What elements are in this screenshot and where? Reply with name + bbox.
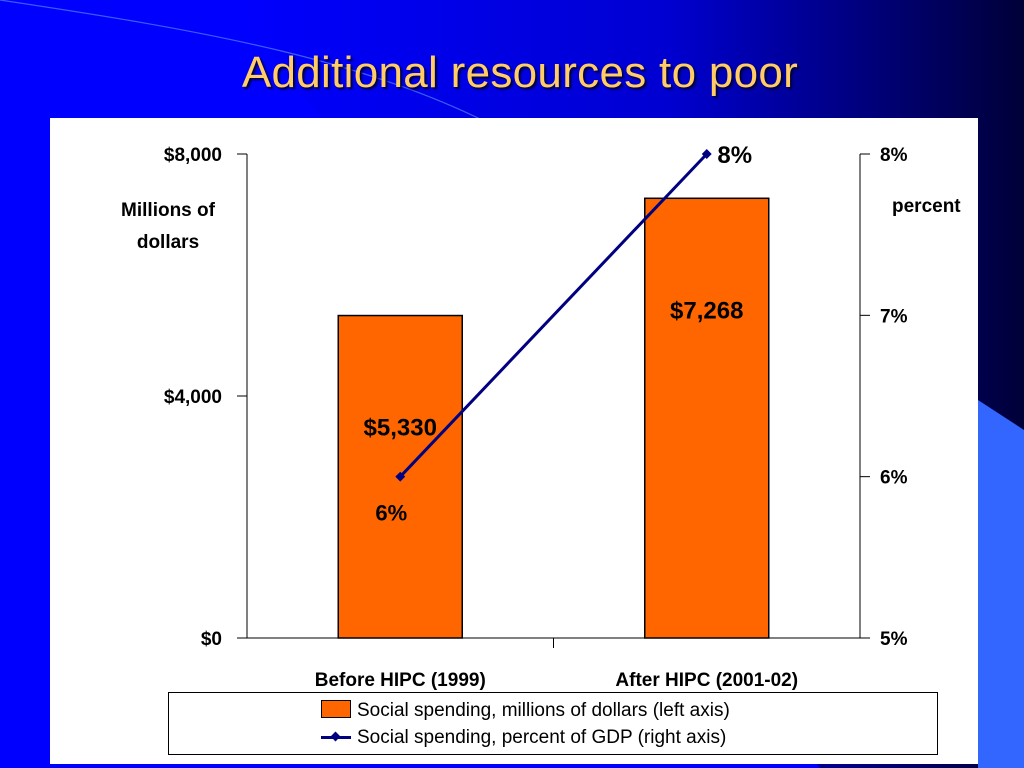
line-point-marker — [701, 149, 712, 159]
line-data-label: 6% — [375, 501, 407, 526]
legend-line-swatch — [321, 729, 351, 745]
left-axis-title-line2: dollars — [137, 232, 199, 253]
combo-chart: $0 $4,000 $8,000 5% 6% 7% 8% Millions of dollars… — [121, 142, 961, 691]
x-category-label: After HIPC (2001-02) — [615, 670, 798, 691]
bar-data-label: $5,330 — [364, 415, 437, 442]
left-axis-title-line1: Millions of — [121, 200, 216, 221]
left-tick-label: $8,000 — [164, 145, 222, 166]
legend-item-line: Social spending, percent of GDP (right a… — [321, 725, 726, 751]
slide-title: Additional resources to poor — [241, 48, 799, 97]
legend-bar-swatch — [321, 700, 351, 718]
legend-item-bar: Social spending, millions of dollars (le… — [321, 698, 730, 724]
right-tick-label: 5% — [880, 629, 908, 650]
left-tick-label: $4,000 — [164, 387, 222, 408]
line-series — [399, 152, 708, 478]
legend-line-label: Social spending, percent of GDP (right a… — [357, 727, 727, 748]
legend-bar-label: Social spending, millions of dollars (le… — [357, 700, 730, 721]
x-category-label: Before HIPC (1999) — [315, 670, 486, 691]
chart-legend: Social spending, millions of dollars (le… — [168, 692, 938, 755]
left-tick-label: $0 — [201, 629, 222, 650]
right-tick-label: 6% — [880, 468, 908, 489]
chart-panel: $0 $4,000 $8,000 5% 6% 7% 8% Millions of dollars… — [50, 118, 978, 764]
bar-data-label: $7,268 — [670, 297, 743, 324]
bar — [644, 197, 770, 639]
line-data-label: 8% — [717, 142, 752, 169]
right-tick-label: 8% — [880, 145, 908, 166]
line-point-marker — [395, 471, 406, 482]
right-axis-title: percent — [892, 196, 961, 217]
right-tick-label: 7% — [880, 306, 908, 327]
